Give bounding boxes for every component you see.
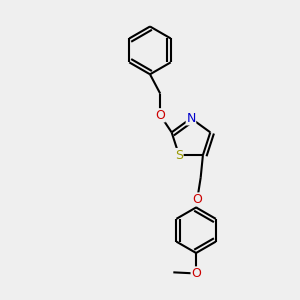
Text: N: N: [186, 112, 196, 125]
Text: O: O: [192, 193, 202, 206]
Text: O: O: [191, 267, 201, 280]
Text: S: S: [175, 148, 183, 162]
Text: O: O: [155, 109, 165, 122]
